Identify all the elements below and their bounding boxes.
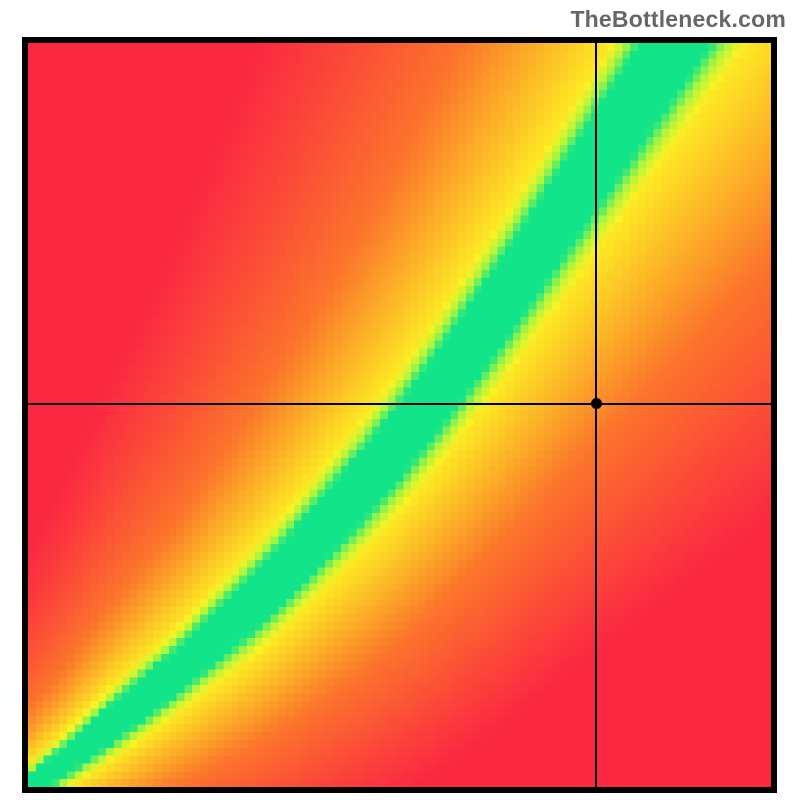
heatmap-canvas: [28, 43, 771, 787]
chart-container: { "watermark": { "text": "TheBottleneck.…: [0, 0, 800, 800]
crosshair-horizontal: [28, 403, 771, 405]
plot-area: [28, 43, 771, 787]
crosshair-vertical: [595, 43, 597, 787]
watermark-text: TheBottleneck.com: [570, 6, 786, 33]
